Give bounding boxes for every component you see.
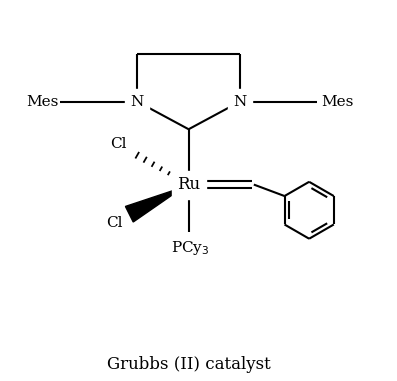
Text: Mes: Mes — [321, 94, 353, 109]
Text: Ru: Ru — [177, 176, 200, 193]
Text: N: N — [233, 94, 247, 109]
Text: Mes: Mes — [26, 94, 58, 109]
Text: Cl: Cl — [106, 216, 122, 230]
Text: Grubbs (II) catalyst: Grubbs (II) catalyst — [107, 356, 270, 373]
Text: Cl: Cl — [110, 137, 126, 151]
Text: PCy$_3$: PCy$_3$ — [172, 239, 210, 257]
Polygon shape — [125, 189, 179, 222]
Text: N: N — [131, 94, 144, 109]
